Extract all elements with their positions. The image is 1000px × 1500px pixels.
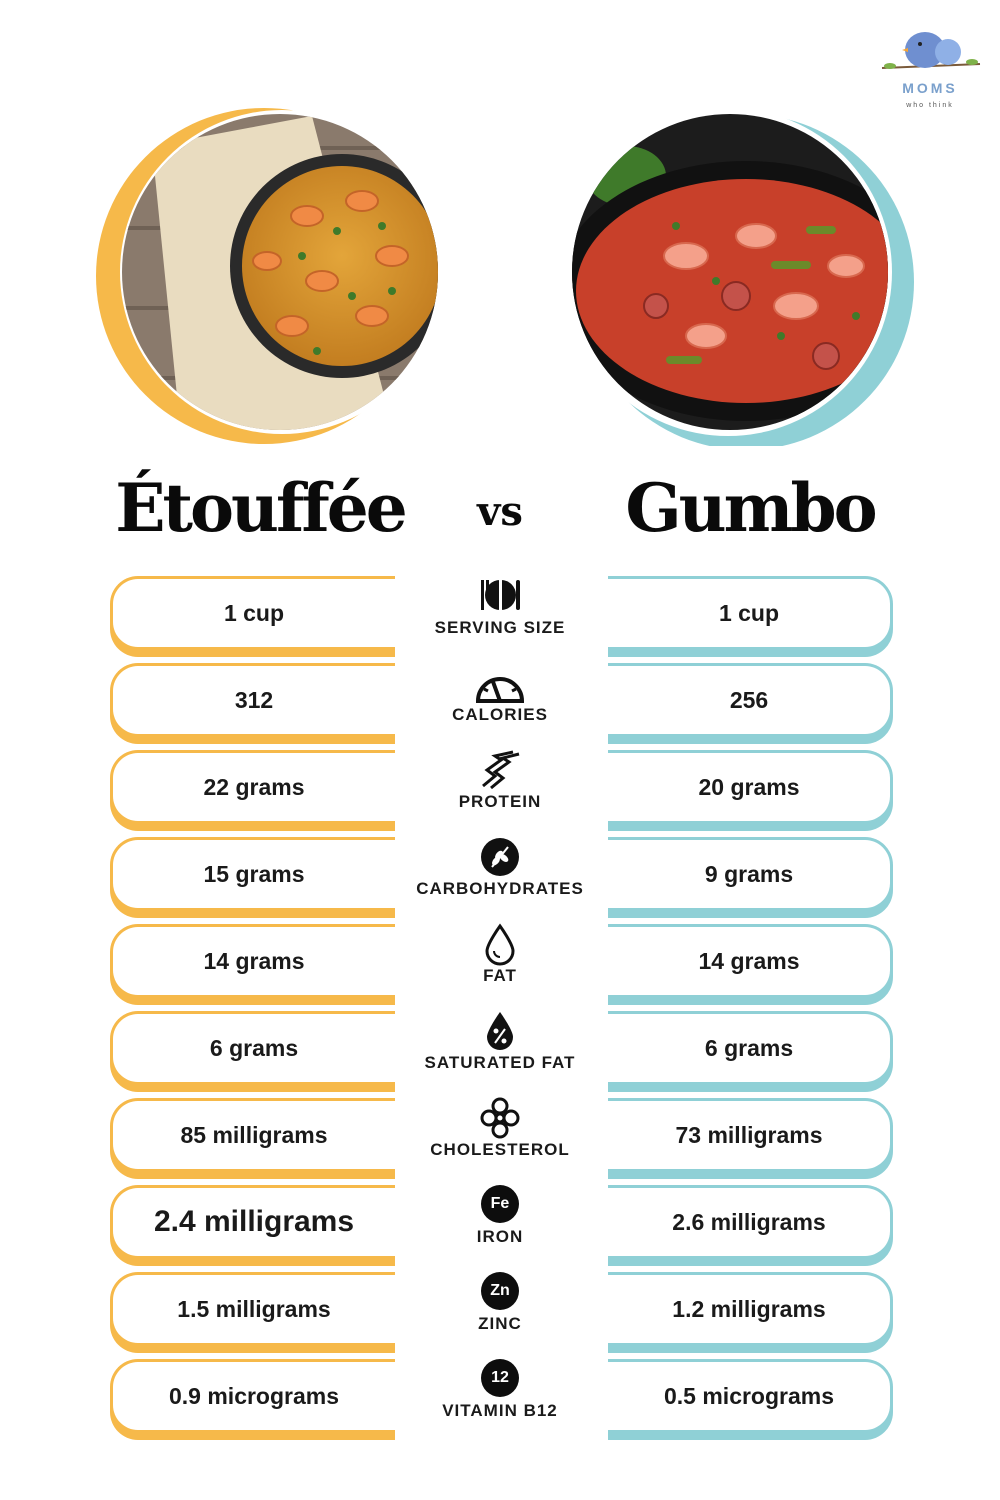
gumbo-value-pill: 256 <box>608 663 893 737</box>
gumbo-value: 14 grams <box>698 948 800 974</box>
protein-helix-icon <box>482 750 520 790</box>
row-vitamin-b12: 0.9 micrograms 12 VITAMIN B12 0.5 microg… <box>0 1355 1000 1437</box>
etouffee-value: 1.5 milligrams <box>177 1296 331 1322</box>
gumbo-value-pill: 73 milligrams <box>608 1098 893 1172</box>
etouffee-value-pill: 2.4 milligrams <box>110 1185 395 1259</box>
row-cholesterol: 85 milligrams CHOLESTEROL 73 milligrams <box>0 1094 1000 1176</box>
nutrient-label: CHOLESTEROL <box>430 1140 570 1159</box>
nutrient-label: CARBOHYDRATES <box>416 879 584 898</box>
etouffee-value-pill: 85 milligrams <box>110 1098 395 1172</box>
fe-element-icon: Fe <box>481 1185 519 1223</box>
etouffee-value-pill: 6 grams <box>110 1011 395 1085</box>
etouffee-value-pill: 0.9 micrograms <box>110 1359 395 1433</box>
nutrient-label-cell: 12 VITAMIN B12 <box>405 1355 595 1437</box>
etouffee-value: 22 grams <box>203 774 305 800</box>
zn-element-icon: Zn <box>481 1272 519 1310</box>
nutrient-label: SATURATED FAT <box>424 1053 576 1072</box>
etouffee-value-pill: 14 grams <box>110 924 395 998</box>
nutrient-label-cell: SERVING SIZE <box>405 572 595 654</box>
etouffee-value: 2.4 milligrams <box>153 1205 355 1238</box>
nutrient-label: PROTEIN <box>458 792 542 811</box>
gumbo-value: 73 milligrams <box>675 1122 823 1148</box>
etouffee-photo <box>92 106 452 446</box>
logo-letters: MOMS <box>902 80 958 96</box>
nutrient-label-cell: Zn ZINC <box>405 1268 595 1350</box>
gumbo-photo <box>556 106 916 446</box>
row-carbohydrates: 15 grams CARBOHYDRATES 9 grams <box>0 833 1000 915</box>
nutrient-label: CALORIES <box>452 705 548 724</box>
etouffee-value-pill: 1 cup <box>110 576 395 650</box>
gumbo-value-pill: 1 cup <box>608 576 893 650</box>
gumbo-value-pill: 0.5 micrograms <box>608 1359 893 1433</box>
etouffee-title: Étouffée <box>115 469 408 547</box>
gumbo-value-pill: 1.2 milligrams <box>608 1272 893 1346</box>
gumbo-value: 2.6 milligrams <box>672 1209 826 1235</box>
nutrient-label: FAT <box>483 966 517 985</box>
etouffee-value-pill: 312 <box>110 663 395 737</box>
row-iron: 2.4 milligrams Fe IRON 2.6 milligrams <box>0 1181 1000 1263</box>
row-calories: 312 CALORIES 256 <box>0 659 1000 741</box>
nutrient-label-cell: PROTEIN <box>405 746 595 828</box>
percent-drop-icon <box>487 1012 513 1050</box>
gumbo-value-pill: 2.6 milligrams <box>608 1185 893 1259</box>
row-serving-size: 1 cup SERVING SIZE 1 cup <box>0 572 1000 654</box>
drop-icon <box>485 923 515 966</box>
nutrient-label-cell: FAT <box>405 920 595 1002</box>
row-fat: 14 grams FAT 14 grams <box>0 920 1000 1002</box>
etouffee-value: 14 grams <box>203 948 305 974</box>
gumbo-value-pill: 20 grams <box>608 750 893 824</box>
nutrient-label-cell: CARBOHYDRATES <box>405 833 595 915</box>
nutrient-label: IRON <box>476 1227 524 1246</box>
nutrient-label-cell: Fe IRON <box>405 1181 595 1263</box>
molecule-icon <box>480 1097 520 1139</box>
gumbo-value-pill: 14 grams <box>608 924 893 998</box>
b12-icon: 12 <box>481 1359 519 1397</box>
nutrient-label-cell: CALORIES <box>405 659 595 741</box>
etouffee-value-pill: 15 grams <box>110 837 395 911</box>
etouffee-value: 15 grams <box>203 861 305 887</box>
etouffee-value-pill: 1.5 milligrams <box>110 1272 395 1346</box>
gumbo-value: 6 grams <box>704 1035 794 1061</box>
gumbo-value: 0.5 micrograms <box>663 1383 835 1409</box>
etouffee-value: 85 milligrams <box>180 1122 328 1148</box>
versus-label: vs <box>477 488 523 535</box>
wheat-icon <box>481 838 519 876</box>
gumbo-title: Gumbo <box>625 469 877 547</box>
gumbo-value: 1 cup <box>718 600 780 626</box>
utensils-plate-icon <box>481 580 520 610</box>
row-zinc: 1.5 milligrams Zn ZINC 1.2 milligrams <box>0 1268 1000 1350</box>
etouffee-value-pill: 22 grams <box>110 750 395 824</box>
gauge-icon <box>475 677 525 703</box>
row-protein: 22 grams PROTEIN 20 grams <box>0 746 1000 828</box>
gumbo-value-pill: 6 grams <box>608 1011 893 1085</box>
nutrient-label: ZINC <box>478 1314 522 1333</box>
gumbo-value: 9 grams <box>704 861 794 887</box>
gumbo-value-pill: 9 grams <box>608 837 893 911</box>
etouffee-value: 6 grams <box>209 1035 299 1061</box>
bird-logo-icon <box>881 32 981 69</box>
nutrient-label: VITAMIN B12 <box>442 1401 558 1420</box>
nutrient-label-cell: SATURATED FAT <box>405 1007 595 1089</box>
gumbo-value: 20 grams <box>698 774 800 800</box>
etouffee-value: 0.9 micrograms <box>168 1383 340 1409</box>
nutrient-label-cell: CHOLESTEROL <box>405 1094 595 1176</box>
moms-who-think-logo: MOMS who think <box>880 22 985 117</box>
row-saturated-fat: 6 grams SATURATED FAT 6 grams <box>0 1007 1000 1089</box>
nutrient-label: SERVING SIZE <box>434 618 566 637</box>
etouffee-value: 312 <box>234 687 274 713</box>
etouffee-value: 1 cup <box>223 600 285 626</box>
gumbo-value: 1.2 milligrams <box>672 1296 826 1322</box>
gumbo-value: 256 <box>729 687 769 713</box>
logo-tagline: who think <box>906 102 954 109</box>
